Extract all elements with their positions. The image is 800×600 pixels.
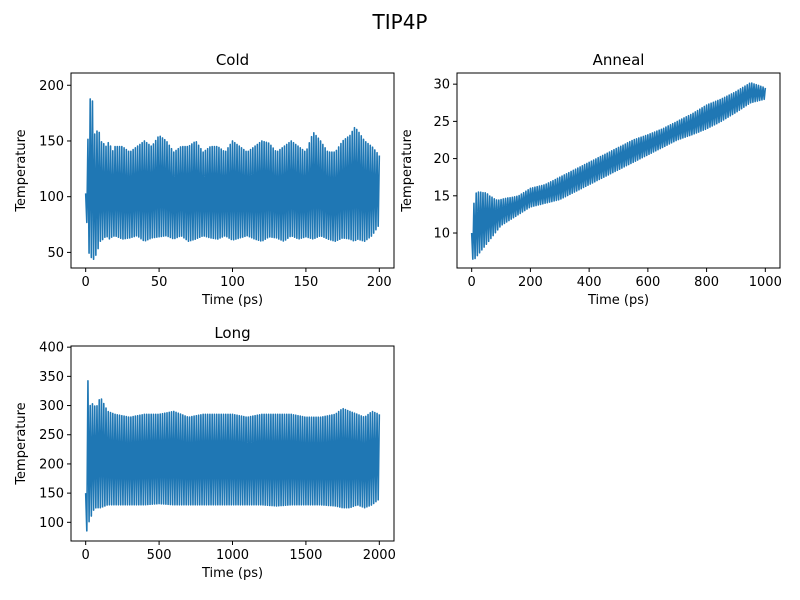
series-line xyxy=(84,98,381,261)
suptitle: TIP4P xyxy=(372,10,428,34)
x-tick-label: 1000 xyxy=(216,548,249,563)
x-tick-label: 400 xyxy=(577,275,602,290)
y-axis-label: Temperature xyxy=(14,402,29,485)
y-axis-label: Temperature xyxy=(400,129,415,212)
panel-title: Anneal xyxy=(593,51,645,69)
y-tick-label: 30 xyxy=(433,78,450,93)
y-tick-label: 350 xyxy=(39,370,64,385)
x-axis-label: Time (ps) xyxy=(587,293,649,308)
y-tick-label: 50 xyxy=(47,246,64,261)
panel-title: Long xyxy=(214,324,250,342)
y-axis-label: Temperature xyxy=(14,129,29,212)
x-tick-label: 0 xyxy=(82,548,90,563)
y-tick-label: 10 xyxy=(433,227,450,242)
y-tick-label: 400 xyxy=(39,341,64,356)
y-tick-label: 100 xyxy=(39,190,64,205)
panel-title: Cold xyxy=(216,51,249,69)
x-tick-label: 1500 xyxy=(289,548,322,563)
y-tick-label: 150 xyxy=(39,134,64,149)
series-line xyxy=(84,380,381,532)
series-line xyxy=(470,82,767,260)
y-tick-label: 20 xyxy=(433,152,450,167)
y-tick-label: 15 xyxy=(433,189,450,204)
x-tick-label: 2000 xyxy=(363,548,396,563)
panel-cold: 0 50 100 150 200 50 100 150 200 Cold Time (ps) Temp… xyxy=(14,51,395,308)
x-tick-label: 100 xyxy=(220,275,245,290)
x-tick-label: 50 xyxy=(151,275,168,290)
x-tick-label: 600 xyxy=(635,275,660,290)
panel-anneal: 0 200 400 600 800 1000 10 15 20 25 30 Anneal Time (p… xyxy=(400,51,782,308)
x-tick-label: 200 xyxy=(367,275,392,290)
x-tick-label: 0 xyxy=(468,275,476,290)
x-tick-label: 1000 xyxy=(749,275,782,290)
x-tick-label: 800 xyxy=(694,275,719,290)
y-tick-label: 250 xyxy=(39,428,64,443)
y-tick-label: 100 xyxy=(39,516,64,531)
x-tick-label: 200 xyxy=(518,275,543,290)
y-tick-label: 200 xyxy=(39,79,64,94)
y-tick-label: 300 xyxy=(39,399,64,414)
axes-frame xyxy=(456,72,781,269)
x-axis-label: Time (ps) xyxy=(201,293,263,308)
y-tick-label: 200 xyxy=(39,457,64,472)
x-tick-label: 150 xyxy=(293,275,318,290)
x-tick-label: 0 xyxy=(82,275,90,290)
x-axis-label: Time (ps) xyxy=(201,566,263,581)
y-tick-label: 25 xyxy=(433,115,450,130)
y-tick-label: 150 xyxy=(39,487,64,502)
panel-long: 0 500 1000 1500 2000 100 150 200 250 300 350 400 Lon… xyxy=(14,324,396,581)
x-tick-label: 500 xyxy=(147,548,172,563)
